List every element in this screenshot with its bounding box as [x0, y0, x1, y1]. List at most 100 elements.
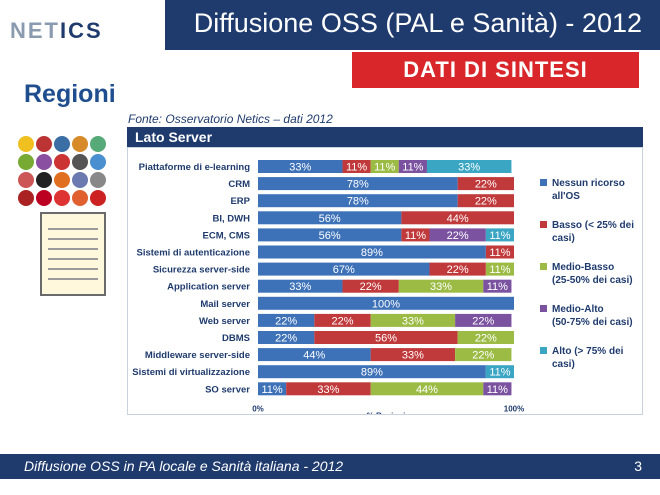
bar-segment	[457, 194, 514, 208]
category-label: Web server	[199, 316, 250, 327]
bar-segment	[370, 382, 484, 396]
data-label: 11%	[487, 384, 508, 396]
x-tick-label: 100%	[504, 404, 524, 413]
slide-title: Diffusione OSS (PAL e Sanità) - 2012	[193, 8, 642, 38]
footer-text: Diffusione OSS in PA locale e Sanità ita…	[24, 458, 344, 474]
bar-segment	[483, 382, 512, 396]
bar-segment	[258, 348, 371, 362]
data-label: 67%	[333, 264, 355, 276]
bar-segment	[342, 279, 399, 293]
bar-segment	[258, 160, 343, 173]
mysql-icon	[36, 154, 52, 170]
data-label: 44%	[447, 213, 469, 225]
firefox-icon	[72, 136, 88, 152]
x-axis-label: % Regioni	[367, 411, 406, 414]
data-label: 11%	[402, 162, 423, 174]
postgres-icon	[54, 136, 70, 152]
category-label: Application server	[167, 282, 250, 293]
filezilla-icon	[72, 190, 88, 206]
footer: Diffusione OSS in PA locale e Sanità ita…	[0, 454, 660, 479]
bar-segment	[398, 279, 484, 293]
gentoo-icon	[90, 172, 106, 188]
data-label: 11%	[489, 247, 510, 259]
legend-swatch	[540, 221, 547, 228]
bar-segment	[314, 331, 458, 344]
data-label: 11%	[346, 162, 367, 174]
bar-segment	[485, 228, 514, 242]
bar-segment	[370, 348, 456, 362]
bar-segment	[485, 262, 514, 276]
category-label: Sistemi di autenticazione	[137, 248, 251, 259]
bar-segment	[258, 279, 343, 293]
bar-segment	[370, 160, 399, 173]
data-label: 78%	[347, 196, 369, 208]
bar-segment	[258, 331, 315, 344]
data-label: 22%	[275, 333, 297, 345]
panel-title: Lato Server	[127, 127, 643, 147]
data-label: 11%	[489, 264, 510, 276]
bar-segment	[258, 228, 402, 242]
data-label: 11%	[374, 162, 395, 174]
chart-panel: Piattaforme di e-learning 33% 11% 11% 11% 33%…	[127, 147, 643, 420]
category-label: ERP	[230, 196, 250, 207]
legend-entry: Alto (> 75% dei casi)	[552, 346, 624, 370]
data-label: 33%	[430, 281, 452, 293]
category-label: Sicurezza server-side	[153, 265, 250, 276]
bar-segment	[258, 365, 486, 379]
stacked-bar-chart: Piattaforme di e-learning 33% 11% 11% 11% 33%…	[132, 160, 634, 420]
bar-segment	[258, 382, 287, 396]
category-label: Mail server	[200, 299, 250, 310]
data-label: 89%	[361, 367, 383, 379]
linux-icon	[36, 172, 52, 188]
freebsd-icon	[54, 190, 70, 206]
title-bar: Diffusione OSS (PAL e Sanità) - 2012	[165, 0, 660, 50]
data-label: 11%	[405, 230, 426, 242]
data-label: 22%	[447, 264, 469, 276]
data-label: 100%	[372, 298, 400, 310]
redhat-icon	[18, 190, 34, 206]
bar-segment	[401, 211, 514, 225]
bar-segment	[426, 160, 512, 173]
bar-segment	[258, 194, 458, 208]
data-label: 56%	[319, 213, 341, 225]
bar-segment	[485, 365, 514, 379]
python-icon	[18, 136, 34, 152]
legend-swatch	[540, 263, 547, 270]
ruby-icon	[90, 190, 106, 206]
gnome-icon	[18, 154, 34, 170]
bar-segment	[258, 296, 514, 310]
data-label: 44%	[303, 350, 325, 362]
openoffice-icon	[18, 172, 34, 188]
data-label: 33%	[289, 162, 311, 174]
data-label: 11%	[261, 384, 282, 396]
bar-segment	[258, 211, 402, 225]
data-label: 22%	[475, 179, 497, 191]
bar-segment	[314, 313, 371, 327]
data-label: 33%	[402, 350, 424, 362]
netics-logo: NET ICS	[10, 18, 130, 44]
data-label: 22%	[472, 315, 494, 327]
debian-icon	[36, 136, 52, 152]
bar-segment	[457, 331, 514, 344]
data-label: 33%	[402, 315, 424, 327]
x-tick-label: 0%	[252, 404, 264, 413]
data-label: 33%	[317, 384, 339, 396]
bar-segment	[258, 262, 430, 276]
data-label: 11%	[489, 367, 510, 379]
bar-segment	[429, 228, 486, 242]
legend-swatch	[540, 179, 547, 186]
category-label: CRM	[228, 179, 250, 190]
data-label: 11%	[489, 230, 510, 242]
data-label: 56%	[375, 333, 397, 345]
category-label: DBMS	[222, 333, 250, 344]
data-label: 22%	[360, 281, 382, 293]
data-label: 78%	[347, 179, 369, 191]
bar-segment	[286, 382, 371, 396]
bar-segment	[457, 177, 514, 191]
data-label: 56%	[319, 230, 341, 242]
data-label: 11%	[487, 281, 508, 293]
data-label: 22%	[475, 196, 497, 208]
bar-segment	[258, 313, 315, 327]
bar-segment	[455, 313, 512, 327]
eclipse-icon	[90, 136, 106, 152]
